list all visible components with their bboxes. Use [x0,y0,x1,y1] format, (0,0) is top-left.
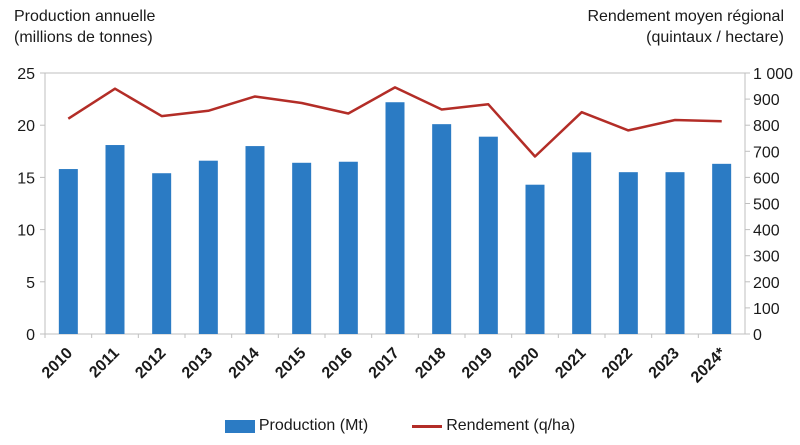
left-tick-label: 20 [17,118,35,135]
chart-area: 0 5 10 15 20 25 0 100 200 300 400 500 600 700 800 900 1 … [17,66,793,386]
right-tick-label: 800 [753,118,780,135]
left-axis-title: Production annuelle (millions de tonnes) [14,6,155,48]
left-tick-label: 10 [17,223,35,240]
bar-production [618,172,638,334]
right-tick-label: 200 [753,275,780,292]
right-tick-label: 600 [753,170,780,187]
x-tick-label: 2023 [646,345,683,382]
right-tick-label: 900 [753,92,780,109]
bar-production [292,162,312,334]
right-tick-label: 400 [753,223,780,240]
legend-swatch-line [412,424,443,428]
right-axis-title-line2: (quintaux / hectare) [646,29,784,46]
legend-label-rendement: Rendement (q/ha) [446,417,576,434]
bar-production [385,102,405,335]
left-tick-label: 25 [17,66,35,83]
right-tick-label: 0 [753,327,762,344]
x-tick-label: 2010 [39,345,76,382]
right-tick-label: 700 [753,144,780,161]
legend-label-production: Production (Mt) [258,417,369,434]
bar-production [152,173,172,334]
x-tick-label: 2019 [459,345,496,382]
x-tick-label: 2016 [319,345,356,382]
right-tick-label: 500 [753,197,780,214]
bar-production [432,124,452,334]
right-tick-label: 1 000 [753,66,793,83]
legend-swatch-bar [224,419,255,433]
x-tick-label: 2011 [86,345,123,382]
bar-production [338,161,358,334]
left-axis-title-line1: Production annuelle [14,8,156,25]
bar-production [198,160,218,334]
x-tick-label: 2020 [506,345,543,382]
x-tick-label: 2018 [412,345,449,382]
bar-production [245,146,265,334]
x-tick-label: 2013 [179,345,216,382]
left-tick-label: 5 [26,275,35,292]
left-tick-label: 0 [26,327,35,344]
bar-production [665,172,685,334]
right-axis-title: Rendement moyen régional (quintaux / hec… [587,6,784,48]
bar-production [478,136,498,334]
left-tick-label: 15 [17,170,35,187]
right-axis-title-line1: Rendement moyen régional [587,8,784,25]
x-tick-label: 2012 [132,345,169,382]
right-tick-label: 100 [753,301,780,318]
right-tick-label: 300 [753,249,780,266]
left-axis-title-line2: (millions de tonnes) [14,29,153,46]
x-tick-label: 2024* [688,344,730,386]
bar-production [525,184,545,334]
x-tick-label: 2015 [272,345,309,382]
legend-item-production: Production (Mt) [224,417,369,435]
x-tick-label: 2014 [226,345,263,382]
bar-production [572,152,592,334]
bar-production [105,145,125,334]
x-tick-label: 2017 [366,345,403,382]
legend: Production (Mt) Rendement (q/ha) [0,414,800,438]
x-tick-label: 2022 [599,345,636,382]
legend-item-rendement: Rendement (q/ha) [412,417,575,435]
x-tick-label: 2021 [552,345,589,382]
bar-production [712,163,732,334]
bar-production [58,169,78,334]
